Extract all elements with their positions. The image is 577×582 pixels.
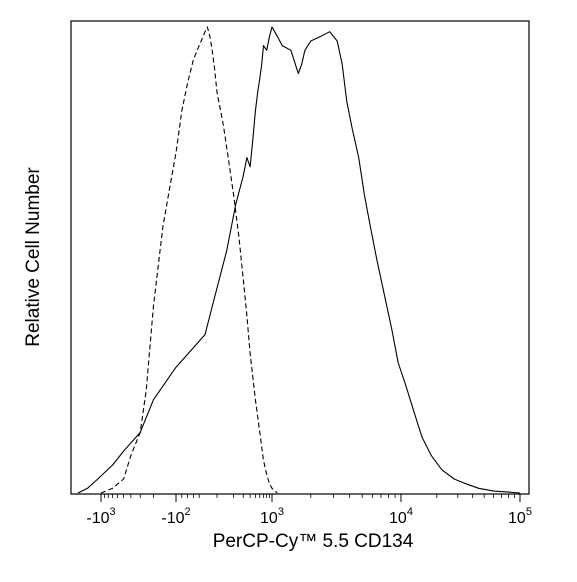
x-axis-ticks: -103 -102 103 104 105 (86, 494, 532, 527)
x-axis-label: PerCP-Cy™ 5.5 CD134 (213, 531, 414, 552)
x-tick-label: 103 (260, 506, 284, 527)
x-tick-label-base: 10 (508, 510, 526, 527)
x-tick-label: 104 (389, 506, 413, 527)
x-tick-label-exponent: 3 (278, 506, 284, 518)
x-tick-label-base: 10 (389, 510, 407, 527)
x-tick-label-exponent: 3 (110, 506, 116, 518)
series-line-dashed (100, 26, 278, 494)
x-tick-label: -102 (161, 506, 190, 527)
series-layer (77, 26, 521, 494)
x-tick-label-exponent: 5 (526, 506, 532, 518)
y-axis-label: Relative Cell Number (23, 167, 44, 347)
x-tick-label-base: -10 (86, 510, 109, 527)
x-tick-label: 105 (508, 506, 532, 527)
series-line-solid (77, 26, 521, 494)
x-tick-label-base: -10 (161, 510, 184, 527)
plot-frame (70, 20, 530, 495)
x-tick-label-exponent: 2 (185, 506, 191, 518)
x-tick-label-exponent: 4 (407, 506, 413, 518)
x-tick-label: -103 (86, 506, 115, 527)
x-tick-label-base: 10 (260, 510, 278, 527)
